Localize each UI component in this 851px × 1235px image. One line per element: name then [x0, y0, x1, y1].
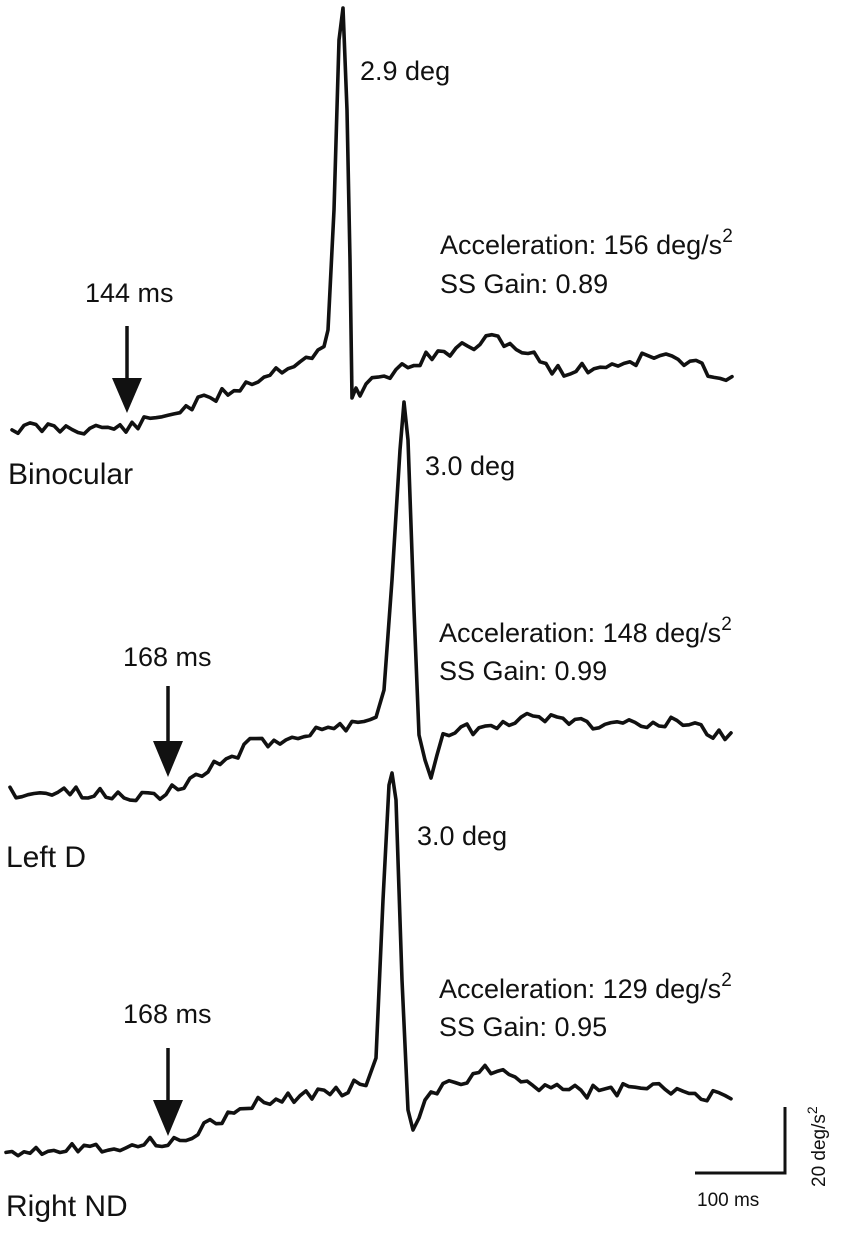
velocity-trace: [10, 6, 734, 436]
acceleration-label: Acceleration: 156 deg/s2: [440, 226, 733, 260]
trace-label: Left D: [6, 841, 86, 874]
acceleration-label: Acceleration: 148 deg/s2: [439, 614, 732, 648]
accel-scale-exponent: 2: [804, 1106, 820, 1114]
ss-gain-label: SS Gain: 0.99: [439, 656, 607, 686]
time-scale-label: 100 ms: [697, 1190, 759, 1211]
accel-scale-label: 20 deg/s2: [804, 1106, 830, 1187]
acceleration-exponent: 2: [721, 614, 732, 635]
onset-arrow-icon: [112, 378, 142, 413]
scale-bar: 100 ms 20 deg/s2: [695, 1106, 830, 1211]
peak-amplitude-label: 3.0 deg: [417, 821, 507, 851]
ss-gain-label: SS Gain: 0.95: [439, 1012, 607, 1042]
acceleration-text: Acceleration: 148 deg/s: [439, 618, 721, 648]
acceleration-exponent: 2: [722, 226, 733, 247]
trace-label: Right ND: [6, 1190, 128, 1223]
acceleration-exponent: 2: [721, 970, 732, 991]
panel-right-nd: 168 ms 3.0 deg Acceleration: 129 deg/s2 …: [4, 771, 733, 1223]
ss-gain-label: SS Gain: 0.89: [440, 269, 608, 299]
acceleration-text: Acceleration: 129 deg/s: [439, 974, 721, 1004]
velocity-trace: [8, 400, 733, 803]
acceleration-label: Acceleration: 129 deg/s2: [439, 970, 732, 1004]
panel-binocular: 144 ms 2.9 deg Acceleration: 156 deg/s2 …: [8, 6, 734, 491]
onset-latency-label: 144 ms: [85, 278, 174, 308]
panel-left-d: 168 ms 3.0 deg Acceleration: 148 deg/s2 …: [6, 400, 733, 874]
onset-arrow-icon: [153, 741, 183, 777]
onset-latency-label: 168 ms: [123, 999, 212, 1029]
accel-scale-text: 20 deg/s: [809, 1114, 830, 1187]
onset-latency-label: 168 ms: [123, 642, 212, 672]
peak-amplitude-label: 2.9 deg: [360, 56, 450, 86]
acceleration-text: Acceleration: 156 deg/s: [440, 230, 722, 260]
trace-label: Binocular: [8, 458, 133, 491]
peak-amplitude-label: 3.0 deg: [425, 451, 515, 481]
velocity-trace: [4, 771, 733, 1158]
onset-arrow-icon: [153, 1100, 183, 1136]
scale-bar-lines: [695, 1107, 787, 1175]
